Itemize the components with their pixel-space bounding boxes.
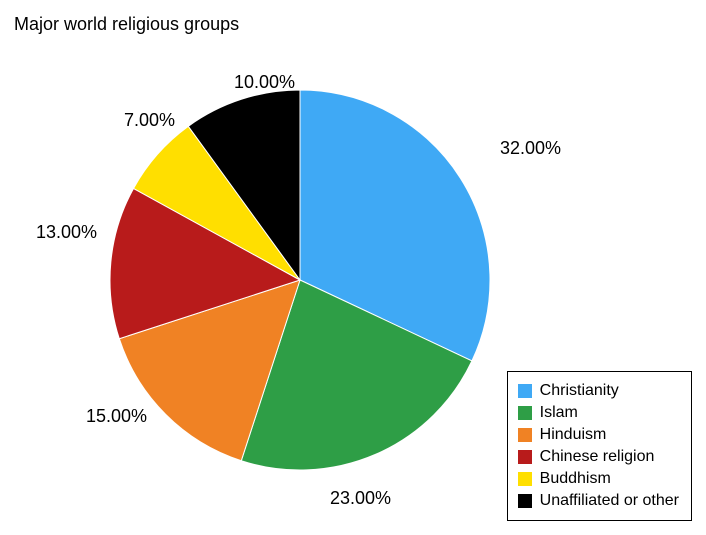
pie-chart — [104, 84, 496, 476]
slice-label: 10.00% — [234, 72, 295, 93]
legend-swatch — [518, 450, 532, 464]
legend-item: Unaffiliated or other — [518, 490, 679, 512]
slice-label: 32.00% — [500, 138, 561, 159]
slice-label: 13.00% — [36, 222, 97, 243]
legend-swatch — [518, 494, 532, 508]
slice-label: 15.00% — [86, 406, 147, 427]
legend-item: Christianity — [518, 380, 679, 402]
legend-label: Islam — [540, 402, 578, 424]
legend-label: Unaffiliated or other — [540, 490, 679, 512]
legend-label: Chinese religion — [540, 446, 655, 468]
legend-label: Buddhism — [540, 468, 611, 490]
legend-label: Hinduism — [540, 424, 607, 446]
legend-swatch — [518, 428, 532, 442]
slice-label: 23.00% — [330, 488, 391, 509]
legend-swatch — [518, 384, 532, 398]
legend-item: Buddhism — [518, 468, 679, 490]
chart-container: Major world religious groups Christianit… — [0, 0, 706, 535]
legend-item: Chinese religion — [518, 446, 679, 468]
legend-swatch — [518, 406, 532, 420]
slice-label: 7.00% — [124, 110, 175, 131]
legend-item: Islam — [518, 402, 679, 424]
legend-label: Christianity — [540, 380, 619, 402]
chart-title: Major world religious groups — [14, 14, 239, 35]
legend-swatch — [518, 472, 532, 486]
legend: ChristianityIslamHinduismChinese religio… — [507, 371, 692, 521]
legend-item: Hinduism — [518, 424, 679, 446]
